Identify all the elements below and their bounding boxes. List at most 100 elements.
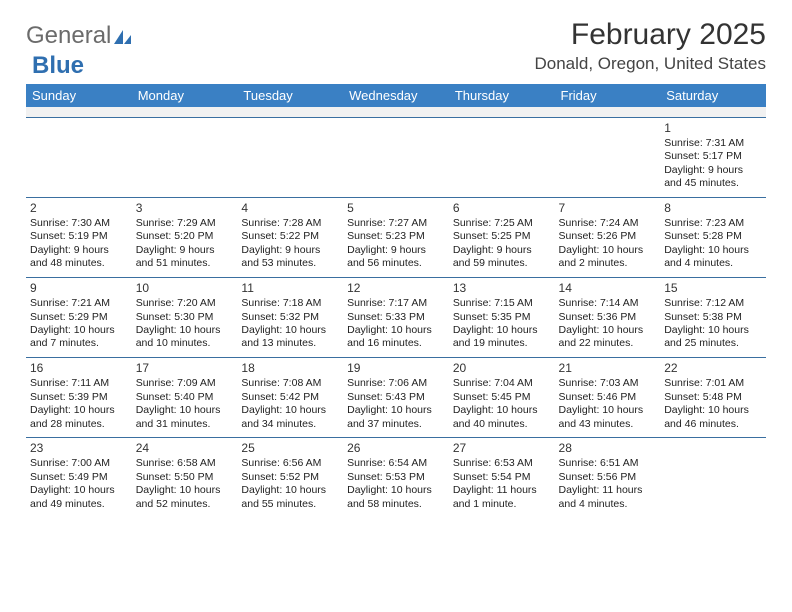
brand-logo: General [26,22,133,50]
sail-icon [113,29,133,45]
calendar-cell: 8Sunrise: 7:23 AMSunset: 5:28 PMDaylight… [660,197,766,277]
calendar-cell: 18Sunrise: 7:08 AMSunset: 5:42 PMDayligh… [237,357,343,437]
day-number: 10 [136,281,234,296]
day-header: Friday [555,84,661,107]
calendar-week: 23Sunrise: 7:00 AMSunset: 5:49 PMDayligh… [26,437,766,517]
calendar-cell: 19Sunrise: 7:06 AMSunset: 5:43 PMDayligh… [343,357,449,437]
day-number: 9 [30,281,128,296]
calendar-body: 1Sunrise: 7:31 AMSunset: 5:17 PMDaylight… [26,107,766,517]
day-number: 21 [559,361,657,376]
calendar-table: SundayMondayTuesdayWednesdayThursdayFrid… [26,84,766,517]
day-number: 27 [453,441,551,456]
day-info: Sunrise: 7:06 AMSunset: 5:43 PMDaylight:… [347,377,445,431]
day-number: 26 [347,441,445,456]
day-info: Sunrise: 7:28 AMSunset: 5:22 PMDaylight:… [241,217,339,271]
day-info: Sunrise: 7:23 AMSunset: 5:28 PMDaylight:… [664,217,762,271]
day-info: Sunrise: 7:20 AMSunset: 5:30 PMDaylight:… [136,297,234,351]
calendar-cell: 17Sunrise: 7:09 AMSunset: 5:40 PMDayligh… [132,357,238,437]
calendar-cell [132,117,238,197]
day-info: Sunrise: 7:25 AMSunset: 5:25 PMDaylight:… [453,217,551,271]
calendar-cell: 13Sunrise: 7:15 AMSunset: 5:35 PMDayligh… [449,277,555,357]
brand-part2: Blue [32,52,84,79]
day-info: Sunrise: 7:30 AMSunset: 5:19 PMDaylight:… [30,217,128,271]
calendar-cell: 14Sunrise: 7:14 AMSunset: 5:36 PMDayligh… [555,277,661,357]
day-number: 13 [453,281,551,296]
calendar-cell: 16Sunrise: 7:11 AMSunset: 5:39 PMDayligh… [26,357,132,437]
calendar-cell [449,117,555,197]
calendar-cell: 9Sunrise: 7:21 AMSunset: 5:29 PMDaylight… [26,277,132,357]
day-number: 7 [559,201,657,216]
day-info: Sunrise: 7:01 AMSunset: 5:48 PMDaylight:… [664,377,762,431]
day-info: Sunrise: 7:14 AMSunset: 5:36 PMDaylight:… [559,297,657,351]
calendar-cell: 6Sunrise: 7:25 AMSunset: 5:25 PMDaylight… [449,197,555,277]
day-info: Sunrise: 7:17 AMSunset: 5:33 PMDaylight:… [347,297,445,351]
calendar-page: General February 2025 Donald, Oregon, Un… [0,0,792,529]
calendar-cell: 7Sunrise: 7:24 AMSunset: 5:26 PMDaylight… [555,197,661,277]
header: General February 2025 Donald, Oregon, Un… [26,18,766,74]
location: Donald, Oregon, United States [534,54,766,74]
calendar-cell: 22Sunrise: 7:01 AMSunset: 5:48 PMDayligh… [660,357,766,437]
calendar-cell: 11Sunrise: 7:18 AMSunset: 5:32 PMDayligh… [237,277,343,357]
month-title: February 2025 [534,18,766,52]
day-header: Saturday [660,84,766,107]
day-info: Sunrise: 7:18 AMSunset: 5:32 PMDaylight:… [241,297,339,351]
day-info: Sunrise: 7:04 AMSunset: 5:45 PMDaylight:… [453,377,551,431]
calendar-week: 16Sunrise: 7:11 AMSunset: 5:39 PMDayligh… [26,357,766,437]
blank-row [26,107,766,117]
calendar-week: 9Sunrise: 7:21 AMSunset: 5:29 PMDaylight… [26,277,766,357]
day-number: 25 [241,441,339,456]
calendar-cell: 25Sunrise: 6:56 AMSunset: 5:52 PMDayligh… [237,437,343,517]
day-info: Sunrise: 7:00 AMSunset: 5:49 PMDaylight:… [30,457,128,511]
day-header: Sunday [26,84,132,107]
calendar-week: 1Sunrise: 7:31 AMSunset: 5:17 PMDaylight… [26,117,766,197]
calendar-cell [237,117,343,197]
day-info: Sunrise: 7:08 AMSunset: 5:42 PMDaylight:… [241,377,339,431]
calendar-cell: 5Sunrise: 7:27 AMSunset: 5:23 PMDaylight… [343,197,449,277]
title-block: February 2025 Donald, Oregon, United Sta… [534,18,766,74]
day-number: 12 [347,281,445,296]
day-info: Sunrise: 7:29 AMSunset: 5:20 PMDaylight:… [136,217,234,271]
calendar-cell: 12Sunrise: 7:17 AMSunset: 5:33 PMDayligh… [343,277,449,357]
calendar-cell: 1Sunrise: 7:31 AMSunset: 5:17 PMDaylight… [660,117,766,197]
calendar-cell: 15Sunrise: 7:12 AMSunset: 5:38 PMDayligh… [660,277,766,357]
day-info: Sunrise: 7:24 AMSunset: 5:26 PMDaylight:… [559,217,657,271]
calendar-cell [555,117,661,197]
day-number: 1 [664,121,762,136]
calendar-cell: 20Sunrise: 7:04 AMSunset: 5:45 PMDayligh… [449,357,555,437]
day-info: Sunrise: 7:27 AMSunset: 5:23 PMDaylight:… [347,217,445,271]
day-number: 19 [347,361,445,376]
calendar-cell: 21Sunrise: 7:03 AMSunset: 5:46 PMDayligh… [555,357,661,437]
day-info: Sunrise: 7:03 AMSunset: 5:46 PMDaylight:… [559,377,657,431]
calendar-cell: 10Sunrise: 7:20 AMSunset: 5:30 PMDayligh… [132,277,238,357]
calendar-week: 2Sunrise: 7:30 AMSunset: 5:19 PMDaylight… [26,197,766,277]
calendar-cell: 26Sunrise: 6:54 AMSunset: 5:53 PMDayligh… [343,437,449,517]
day-info: Sunrise: 7:12 AMSunset: 5:38 PMDaylight:… [664,297,762,351]
day-info: Sunrise: 7:11 AMSunset: 5:39 PMDaylight:… [30,377,128,431]
calendar-cell: 27Sunrise: 6:53 AMSunset: 5:54 PMDayligh… [449,437,555,517]
day-number: 28 [559,441,657,456]
day-number: 4 [241,201,339,216]
day-info: Sunrise: 6:58 AMSunset: 5:50 PMDaylight:… [136,457,234,511]
day-number: 17 [136,361,234,376]
calendar-header-row: SundayMondayTuesdayWednesdayThursdayFrid… [26,84,766,107]
day-number: 6 [453,201,551,216]
calendar-cell [343,117,449,197]
calendar-cell: 4Sunrise: 7:28 AMSunset: 5:22 PMDaylight… [237,197,343,277]
day-number: 3 [136,201,234,216]
calendar-cell: 2Sunrise: 7:30 AMSunset: 5:19 PMDaylight… [26,197,132,277]
day-number: 5 [347,201,445,216]
day-number: 2 [30,201,128,216]
blank-cell [26,107,766,117]
day-number: 20 [453,361,551,376]
calendar-cell [660,437,766,517]
day-number: 16 [30,361,128,376]
day-info: Sunrise: 6:53 AMSunset: 5:54 PMDaylight:… [453,457,551,511]
day-info: Sunrise: 6:54 AMSunset: 5:53 PMDaylight:… [347,457,445,511]
day-info: Sunrise: 7:15 AMSunset: 5:35 PMDaylight:… [453,297,551,351]
day-number: 15 [664,281,762,296]
calendar-cell: 24Sunrise: 6:58 AMSunset: 5:50 PMDayligh… [132,437,238,517]
day-number: 11 [241,281,339,296]
day-number: 8 [664,201,762,216]
day-number: 22 [664,361,762,376]
day-number: 24 [136,441,234,456]
